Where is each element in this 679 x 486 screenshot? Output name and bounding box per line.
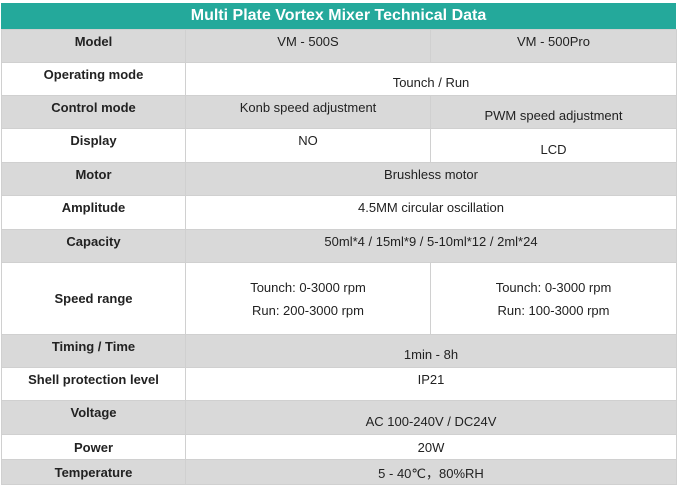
- row-motor: Motor Brushless motor: [1, 162, 677, 196]
- value-temperature: 5 - 40℃，80%RH: [185, 459, 677, 485]
- table-title: Multi Plate Vortex Mixer Technical Data: [1, 3, 676, 29]
- value-model-b: VM - 500Pro: [430, 29, 677, 63]
- value-power: 20W: [185, 434, 677, 460]
- value-timing: 1min - 8h: [185, 334, 677, 368]
- speed-range-b-touch: Tounch: 0-3000 rpm: [495, 279, 612, 295]
- value-amplitude: 4.5MM circular oscillation: [185, 195, 677, 230]
- row-control-mode: Control mode Konb speed adjustment PWM s…: [1, 95, 677, 129]
- label-control-mode: Control mode: [1, 95, 186, 129]
- value-display-a: NO: [185, 128, 431, 163]
- row-speed-range: Speed range Tounch: 0-3000 rpm Run: 200-…: [1, 262, 677, 335]
- label-power: Power: [1, 434, 186, 460]
- row-voltage: Voltage AC 100-240V / DC24V: [1, 400, 677, 435]
- label-motor: Motor: [1, 162, 186, 196]
- speed-range-a-run: Run: 200-3000 rpm: [251, 302, 364, 318]
- value-voltage: AC 100-240V / DC24V: [185, 400, 677, 435]
- row-power: Power 20W: [1, 434, 677, 460]
- label-voltage: Voltage: [1, 400, 186, 435]
- value-motor: Brushless motor: [185, 162, 677, 196]
- spec-table: Model VM - 500S VM - 500Pro Operating mo…: [1, 29, 677, 485]
- row-operating-mode: Operating mode Tounch / Run: [1, 62, 677, 96]
- value-capacity: 50ml*4 / 15ml*9 / 5-10ml*12 / 2ml*24: [185, 229, 677, 263]
- label-amplitude: Amplitude: [1, 195, 186, 230]
- value-control-mode-a: Konb speed adjustment: [185, 95, 431, 129]
- label-model: Model: [1, 29, 186, 63]
- value-display-b: LCD: [430, 128, 677, 163]
- label-shell-protection: Shell protection level: [1, 367, 186, 401]
- value-speed-range-b: Tounch: 0-3000 rpm Run: 100-3000 rpm: [430, 262, 677, 335]
- value-shell-protection: IP21: [185, 367, 677, 401]
- label-capacity: Capacity: [1, 229, 186, 263]
- row-shell-protection: Shell protection level IP21: [1, 367, 677, 401]
- row-amplitude: Amplitude 4.5MM circular oscillation: [1, 195, 677, 230]
- label-temperature: Temperature: [1, 459, 186, 485]
- speed-range-b-run: Run: 100-3000 rpm: [497, 302, 610, 318]
- row-timing: Timing / Time 1min - 8h: [1, 334, 677, 368]
- label-speed-range: Speed range: [1, 262, 186, 335]
- speed-range-a-touch: Tounch: 0-3000 rpm: [250, 279, 366, 295]
- label-display: Display: [1, 128, 186, 163]
- label-timing: Timing / Time: [1, 334, 186, 368]
- row-capacity: Capacity 50ml*4 / 15ml*9 / 5-10ml*12 / 2…: [1, 229, 677, 263]
- label-operating-mode: Operating mode: [1, 62, 186, 96]
- row-temperature: Temperature 5 - 40℃，80%RH: [1, 459, 677, 485]
- value-speed-range-a: Tounch: 0-3000 rpm Run: 200-3000 rpm: [185, 262, 431, 335]
- row-model: Model VM - 500S VM - 500Pro: [1, 29, 677, 63]
- value-operating-mode: Tounch / Run: [185, 62, 677, 96]
- value-model-a: VM - 500S: [185, 29, 431, 63]
- value-control-mode-b: PWM speed adjustment: [430, 95, 677, 129]
- row-display: Display NO LCD: [1, 128, 677, 163]
